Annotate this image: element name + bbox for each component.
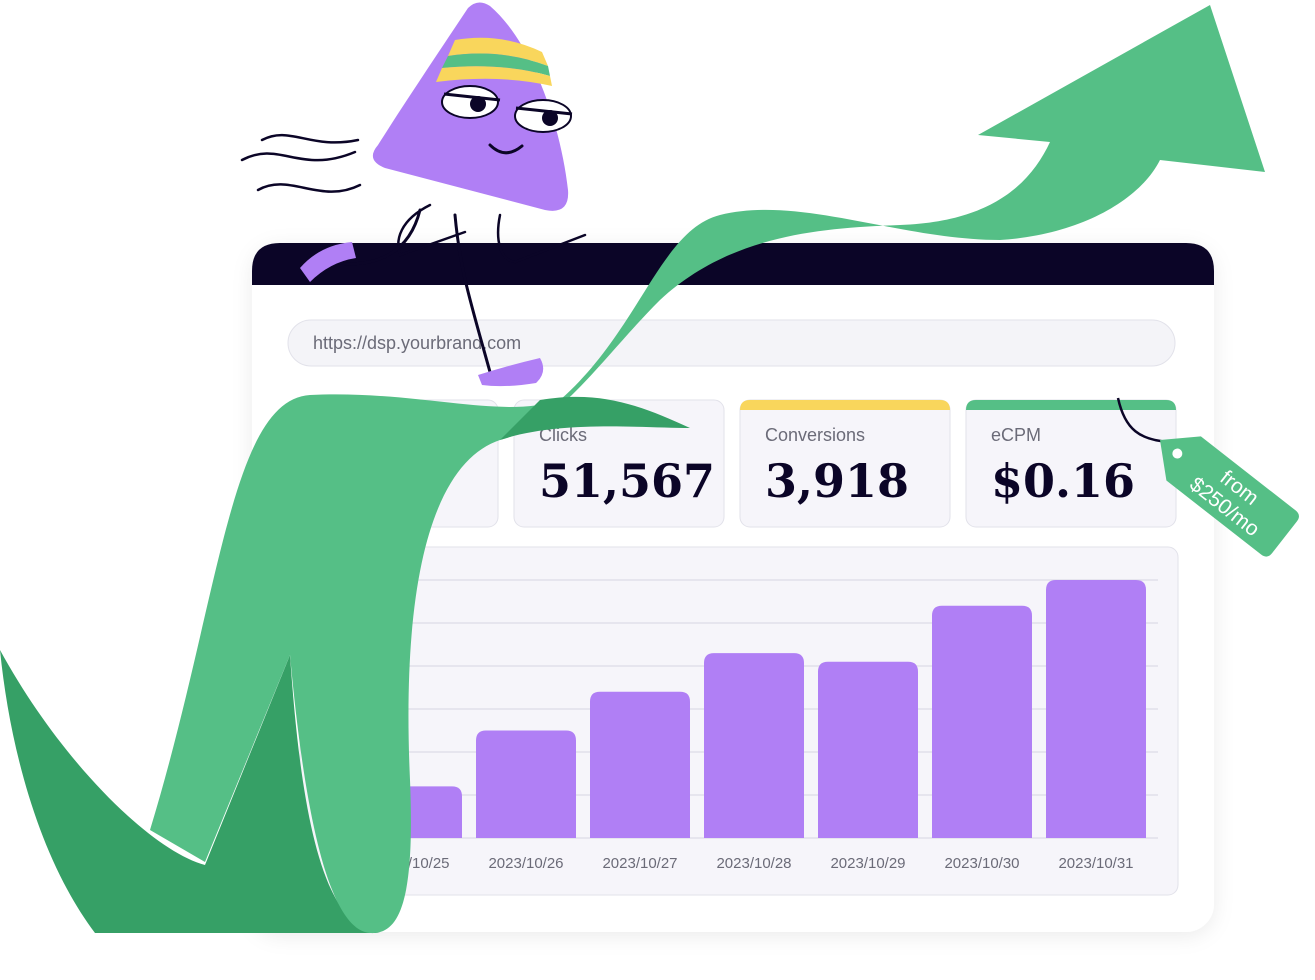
arm — [496, 213, 587, 264]
pupil — [542, 110, 558, 126]
x-tick-label: 2023/10/28 — [716, 855, 791, 872]
metric-value: 3,918 — [765, 454, 909, 508]
x-tick-label: 2023/10/29 — [830, 855, 905, 872]
browser-bar — [252, 243, 1214, 285]
eyelid — [443, 92, 573, 116]
hat-stripe — [436, 66, 552, 86]
bar — [818, 661, 918, 838]
hat-stripe — [448, 37, 548, 66]
x-tick-label: 2023/10/27 — [602, 855, 677, 872]
url-text: https://dsp.yourbrand.com — [313, 333, 521, 353]
metric-label: Clicks — [539, 425, 587, 445]
x-tick-label: 2023/10/31 — [1058, 855, 1133, 872]
shoe — [300, 242, 356, 282]
url-bar — [287, 319, 1176, 367]
legs — [328, 208, 492, 374]
hat-stripe — [442, 53, 550, 76]
pupil — [470, 96, 486, 112]
eye — [441, 85, 499, 119]
tag-hole — [1172, 448, 1183, 459]
bar — [932, 605, 1032, 838]
x-tick-label: 2023/10/30 — [944, 855, 1019, 872]
metric-label: eCPM — [991, 425, 1041, 445]
ribbon-fold — [500, 396, 690, 440]
motion-lines — [240, 133, 362, 193]
character — [240, 133, 587, 374]
shoe — [478, 358, 544, 387]
card-accent — [740, 400, 950, 410]
x-tick-label: 2023/10/26 — [488, 855, 563, 872]
metric-value: $0.16 — [991, 454, 1135, 508]
ribbon-shadow — [0, 650, 380, 933]
bar — [704, 653, 804, 838]
metric-label: Conversions — [765, 425, 865, 445]
card-accent — [966, 400, 1176, 410]
smile — [488, 143, 524, 155]
bar — [590, 691, 690, 838]
bar — [476, 730, 576, 838]
metric-card — [513, 399, 725, 528]
tag-body — [1160, 436, 1299, 557]
ribbon-arrow — [150, 5, 1265, 934]
metric-value: 51,567 — [539, 454, 715, 508]
bar — [1046, 580, 1146, 838]
